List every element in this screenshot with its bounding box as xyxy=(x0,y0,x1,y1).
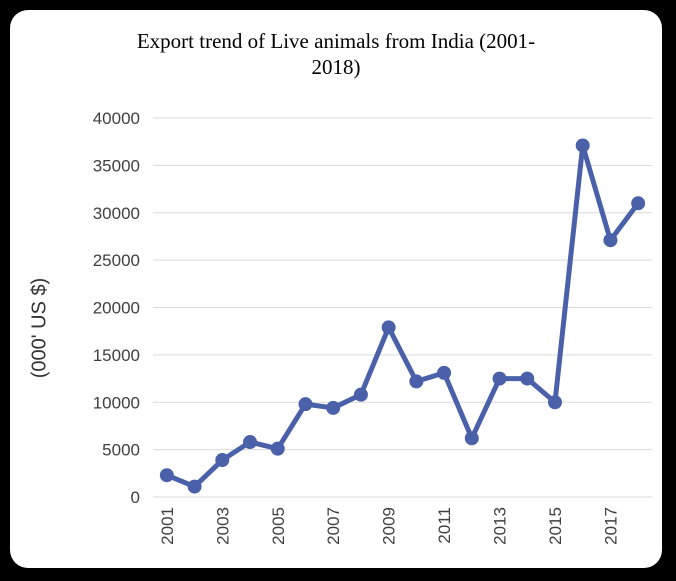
chart-title-line-1: Export trend of Live animals from India … xyxy=(136,29,536,53)
data-point-2004 xyxy=(243,435,258,450)
y-tick-label: 25000 xyxy=(93,251,140,270)
data-point-2011 xyxy=(437,365,452,380)
data-point-2014 xyxy=(520,371,535,386)
x-tick-label: 2003 xyxy=(213,507,232,545)
x-tick-label: 2005 xyxy=(269,507,288,545)
data-point-2008 xyxy=(353,387,368,402)
data-point-2006 xyxy=(298,397,313,412)
x-tick-label: 2013 xyxy=(491,507,510,545)
y-tick-label: 30000 xyxy=(93,204,140,223)
data-point-2017 xyxy=(603,233,618,248)
y-tick-label: 0 xyxy=(131,488,140,507)
chart-card: Export trend of Live animals from India … xyxy=(10,10,662,568)
data-point-2007 xyxy=(326,400,341,415)
data-point-2015 xyxy=(547,395,562,410)
y-tick-label: 35000 xyxy=(93,156,140,175)
x-tick-label: 2017 xyxy=(601,507,620,545)
chart-title-line-2: 2018) xyxy=(311,55,361,79)
data-point-2009 xyxy=(381,320,396,335)
x-tick-label: 2007 xyxy=(324,507,343,545)
chart-title: Export trend of Live animals from India … xyxy=(10,28,662,80)
x-tick-label: 2011 xyxy=(435,507,454,544)
y-tick-label: 40000 xyxy=(93,109,140,128)
y-tick-label: 5000 xyxy=(102,441,140,460)
data-point-2013 xyxy=(492,371,507,386)
data-point-2005 xyxy=(270,441,285,456)
y-tick-label: 20000 xyxy=(93,299,140,318)
data-point-2001 xyxy=(159,468,174,483)
data-point-2016 xyxy=(575,138,590,153)
data-point-2002 xyxy=(187,479,202,494)
data-point-2018 xyxy=(631,196,646,211)
data-point-2010 xyxy=(409,374,424,389)
data-point-2003 xyxy=(215,453,230,468)
series-line xyxy=(165,142,641,490)
y-tick-label: 10000 xyxy=(93,393,140,412)
x-tick-label: 2001 xyxy=(158,507,177,545)
data-point-2012 xyxy=(464,431,479,446)
x-tick-label: 2009 xyxy=(380,507,399,545)
y-tick-label: 15000 xyxy=(93,346,140,365)
x-tick-label: 2015 xyxy=(546,507,565,545)
